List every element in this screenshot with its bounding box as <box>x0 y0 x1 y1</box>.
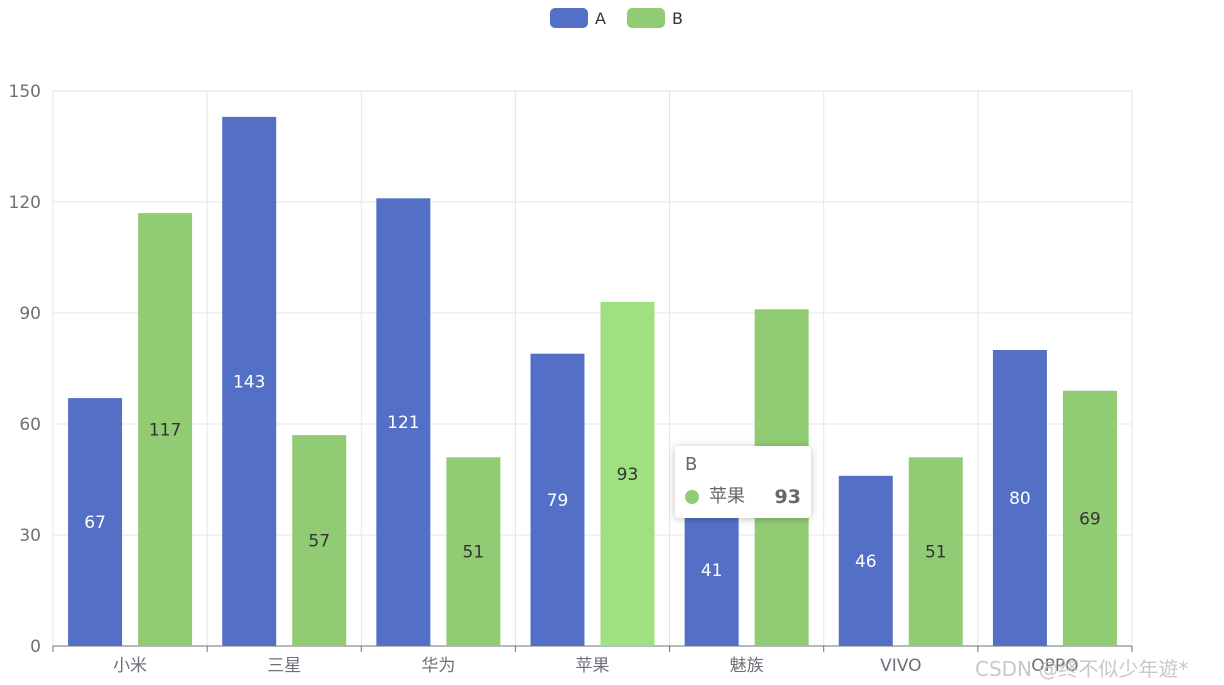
x-tick-label: 三星 <box>267 656 301 676</box>
bar-value-label: 121 <box>387 413 419 433</box>
y-tick-label: 150 <box>9 82 41 102</box>
bar-value-label: 41 <box>701 561 723 581</box>
y-tick-label: 60 <box>19 415 41 435</box>
bar-value-label: 79 <box>547 491 569 511</box>
tooltip-category: 苹果 <box>709 486 745 507</box>
bar-A-1[interactable] <box>222 116 277 646</box>
x-axis: 小米 三星 华为 苹果 魅族 VIVO OPPO <box>52 645 1133 676</box>
legend-swatch-icon <box>627 8 665 28</box>
grid-lines <box>52 90 1133 646</box>
y-axis: 0 30 60 90 120 150 <box>9 82 41 657</box>
bar-B-1[interactable] <box>292 435 347 646</box>
x-tick-label: 魅族 <box>730 656 764 676</box>
bar-B-5[interactable] <box>908 457 963 646</box>
x-tick-label: VIVO <box>880 656 921 676</box>
tooltip-series-name: B <box>685 454 698 475</box>
y-tick-label: 0 <box>30 637 41 657</box>
bar-value-label: 69 <box>1079 509 1101 529</box>
bar-B-3[interactable] <box>600 301 655 646</box>
bar-B-0[interactable] <box>138 213 193 646</box>
bar-A-4[interactable] <box>684 494 739 646</box>
bar-value-label: 143 <box>233 372 265 392</box>
bar-value-label: 93 <box>617 465 639 485</box>
bar-value-label: 46 <box>855 552 877 572</box>
bar-value-label: 57 <box>308 532 330 552</box>
y-tick-label: 120 <box>9 193 41 213</box>
bar-value-label: 67 <box>84 513 106 533</box>
tooltip-marker-icon <box>685 490 699 504</box>
bar-B-6[interactable] <box>1062 390 1117 646</box>
bars[interactable] <box>68 116 1117 647</box>
legend-label: B <box>672 9 683 28</box>
tooltip-value: 93 <box>774 486 801 508</box>
legend-label: A <box>595 9 606 28</box>
watermark: CSDN @终不似少年遊* <box>975 657 1189 681</box>
bar-value-label: 80 <box>1009 489 1031 509</box>
tooltip-row: 苹果 93 <box>685 486 801 508</box>
legend-item-A[interactable]: A <box>550 8 606 28</box>
y-tick-label: 90 <box>19 304 41 324</box>
legend-swatch-icon <box>550 8 588 28</box>
bar-A-0[interactable] <box>68 398 123 646</box>
x-tick-label: 小米 <box>113 656 147 676</box>
x-tick-label: OPPO <box>1031 656 1078 676</box>
y-tick-label: 30 <box>19 526 41 546</box>
legend-item-B[interactable]: B <box>627 8 683 28</box>
bar-value-label: 51 <box>463 543 485 563</box>
bar-value-label: 51 <box>925 543 947 563</box>
bar-A-2[interactable] <box>376 198 431 647</box>
x-tick-label: 华为 <box>421 656 455 676</box>
x-tick-label: 苹果 <box>576 656 610 676</box>
tooltip: B 苹果 93 <box>675 446 811 518</box>
bar-A-3[interactable] <box>530 353 585 646</box>
bar-B-2[interactable] <box>446 457 501 646</box>
bar-A-5[interactable] <box>838 475 893 646</box>
bar-value-label: 117 <box>149 421 181 441</box>
bar-A-6[interactable] <box>992 350 1047 646</box>
